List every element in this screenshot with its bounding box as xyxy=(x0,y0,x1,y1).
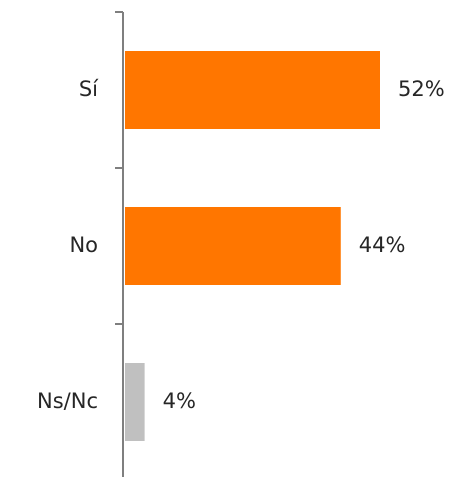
category-labels: Sí No Ns/Nc xyxy=(37,77,99,413)
bar xyxy=(125,207,341,285)
bars xyxy=(125,51,380,441)
value-label: 44% xyxy=(359,233,406,257)
value-labels: 52% 44% 4% xyxy=(163,77,445,413)
value-label: 52% xyxy=(398,77,445,101)
bar xyxy=(125,363,145,441)
value-label: 4% xyxy=(163,389,196,413)
bar xyxy=(125,51,380,129)
category-label: No xyxy=(69,233,98,257)
category-label: Sí xyxy=(79,77,99,101)
category-label: Ns/Nc xyxy=(37,389,98,413)
y-axis xyxy=(115,11,124,477)
